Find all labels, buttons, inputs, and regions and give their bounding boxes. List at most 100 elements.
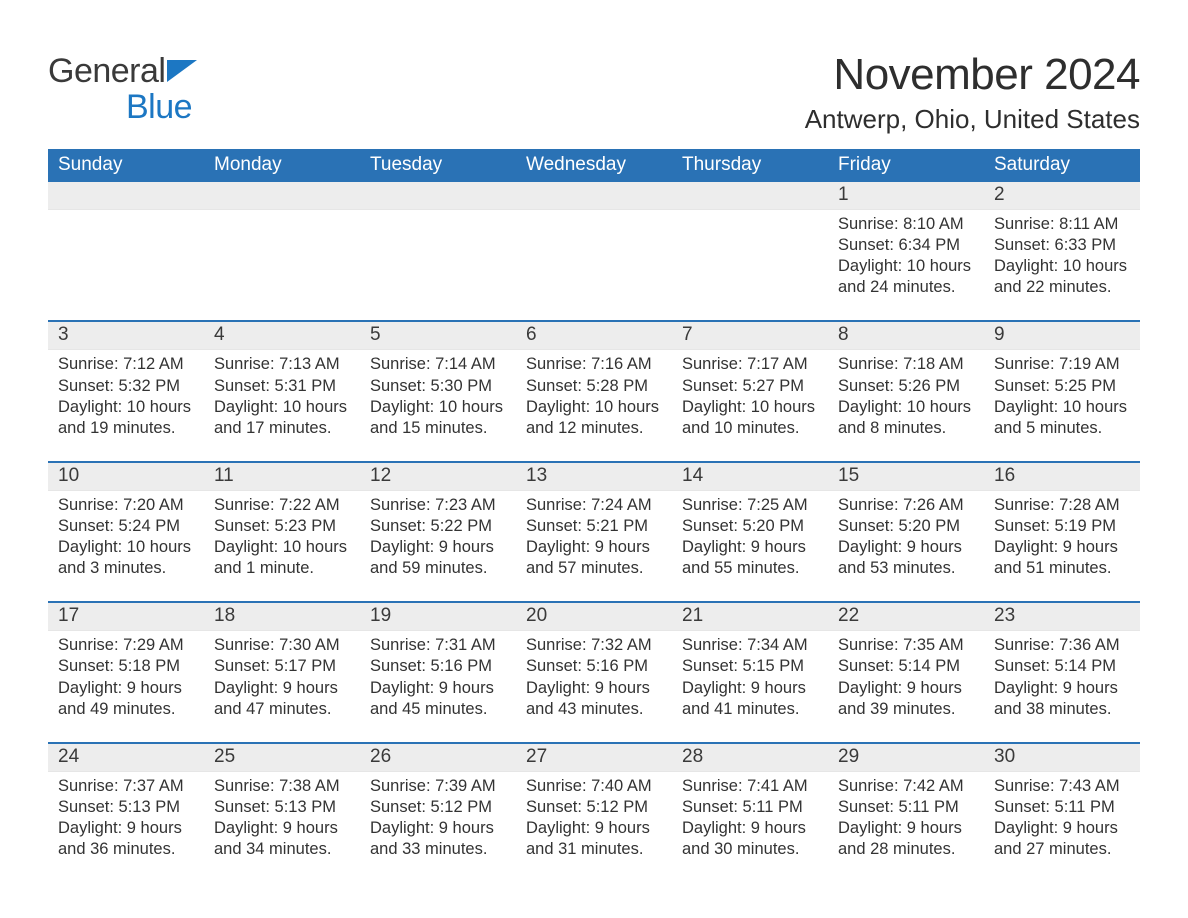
day-number: 30 [984,744,1140,772]
day-number: 24 [48,744,204,772]
sunrise: Sunrise: 7:23 AM [370,495,506,516]
sunset: Sunset: 5:20 PM [838,516,974,537]
calendar-day: 12Sunrise: 7:23 AMSunset: 5:22 PMDayligh… [360,463,516,587]
day-body: Sunrise: 7:23 AMSunset: 5:22 PMDaylight:… [360,491,516,579]
sunset: Sunset: 5:15 PM [682,656,818,677]
daylight: Daylight: 10 hours and 22 minutes. [994,256,1130,298]
title-block: November 2024 Antwerp, Ohio, United Stat… [805,32,1140,135]
calendar-day [204,182,360,306]
sunset: Sunset: 5:18 PM [58,656,194,677]
sunrise: Sunrise: 7:28 AM [994,495,1130,516]
sunrise: Sunrise: 7:32 AM [526,635,662,656]
sunrise: Sunrise: 7:35 AM [838,635,974,656]
day-number: 10 [48,463,204,491]
sunset: Sunset: 5:28 PM [526,376,662,397]
daylight: Daylight: 10 hours and 5 minutes. [994,397,1130,439]
day-number: 21 [672,603,828,631]
day-body: Sunrise: 7:12 AMSunset: 5:32 PMDaylight:… [48,350,204,438]
calendar-day: 21Sunrise: 7:34 AMSunset: 5:15 PMDayligh… [672,603,828,727]
daylight: Daylight: 10 hours and 17 minutes. [214,397,350,439]
day-number: 13 [516,463,672,491]
calendar-day: 2Sunrise: 8:11 AMSunset: 6:33 PMDaylight… [984,182,1140,306]
daylight: Daylight: 9 hours and 57 minutes. [526,537,662,579]
day-number: 22 [828,603,984,631]
calendar-day: 1Sunrise: 8:10 AMSunset: 6:34 PMDaylight… [828,182,984,306]
calendar-day: 20Sunrise: 7:32 AMSunset: 5:16 PMDayligh… [516,603,672,727]
calendar-week: 3Sunrise: 7:12 AMSunset: 5:32 PMDaylight… [48,320,1140,446]
calendar-day: 19Sunrise: 7:31 AMSunset: 5:16 PMDayligh… [360,603,516,727]
calendar-day: 3Sunrise: 7:12 AMSunset: 5:32 PMDaylight… [48,322,204,446]
calendar-body: 1Sunrise: 8:10 AMSunset: 6:34 PMDaylight… [48,182,1140,868]
sunrise: Sunrise: 7:26 AM [838,495,974,516]
sunrise: Sunrise: 7:20 AM [58,495,194,516]
day-number: 28 [672,744,828,772]
calendar-day: 9Sunrise: 7:19 AMSunset: 5:25 PMDaylight… [984,322,1140,446]
day-body: Sunrise: 7:36 AMSunset: 5:14 PMDaylight:… [984,631,1140,719]
daylight: Daylight: 9 hours and 39 minutes. [838,678,974,720]
logo-word1: General [48,52,165,90]
daylight: Daylight: 10 hours and 1 minute. [214,537,350,579]
daylight: Daylight: 9 hours and 41 minutes. [682,678,818,720]
day-body: Sunrise: 7:17 AMSunset: 5:27 PMDaylight:… [672,350,828,438]
sunset: Sunset: 5:16 PM [370,656,506,677]
day-number [672,182,828,210]
sunset: Sunset: 5:22 PM [370,516,506,537]
logo: General Blue [48,32,197,125]
day-body [516,210,672,214]
day-number: 3 [48,322,204,350]
sunset: Sunset: 5:24 PM [58,516,194,537]
calendar-day: 16Sunrise: 7:28 AMSunset: 5:19 PMDayligh… [984,463,1140,587]
day-body: Sunrise: 7:41 AMSunset: 5:11 PMDaylight:… [672,772,828,860]
sunset: Sunset: 5:13 PM [58,797,194,818]
sunset: Sunset: 6:33 PM [994,235,1130,256]
sunset: Sunset: 5:32 PM [58,376,194,397]
calendar-week: 17Sunrise: 7:29 AMSunset: 5:18 PMDayligh… [48,601,1140,727]
header-wednesday: Wednesday [516,149,672,182]
sunset: Sunset: 5:13 PM [214,797,350,818]
page-title: November 2024 [805,50,1140,100]
day-number [48,182,204,210]
day-body: Sunrise: 7:32 AMSunset: 5:16 PMDaylight:… [516,631,672,719]
header-tuesday: Tuesday [360,149,516,182]
calendar-day: 13Sunrise: 7:24 AMSunset: 5:21 PMDayligh… [516,463,672,587]
calendar-week: 1Sunrise: 8:10 AMSunset: 6:34 PMDaylight… [48,182,1140,306]
calendar-day: 25Sunrise: 7:38 AMSunset: 5:13 PMDayligh… [204,744,360,868]
day-body: Sunrise: 7:24 AMSunset: 5:21 PMDaylight:… [516,491,672,579]
calendar-day: 14Sunrise: 7:25 AMSunset: 5:20 PMDayligh… [672,463,828,587]
daylight: Daylight: 9 hours and 38 minutes. [994,678,1130,720]
calendar-day: 6Sunrise: 7:16 AMSunset: 5:28 PMDaylight… [516,322,672,446]
daylight: Daylight: 9 hours and 33 minutes. [370,818,506,860]
day-body: Sunrise: 7:34 AMSunset: 5:15 PMDaylight:… [672,631,828,719]
daylight: Daylight: 10 hours and 3 minutes. [58,537,194,579]
sunset: Sunset: 5:12 PM [370,797,506,818]
day-number: 26 [360,744,516,772]
header-saturday: Saturday [984,149,1140,182]
calendar-day [516,182,672,306]
day-body: Sunrise: 8:11 AMSunset: 6:33 PMDaylight:… [984,210,1140,298]
daylight: Daylight: 10 hours and 8 minutes. [838,397,974,439]
day-number [360,182,516,210]
sunset: Sunset: 5:25 PM [994,376,1130,397]
day-body: Sunrise: 7:40 AMSunset: 5:12 PMDaylight:… [516,772,672,860]
calendar-week: 10Sunrise: 7:20 AMSunset: 5:24 PMDayligh… [48,461,1140,587]
sunset: Sunset: 5:31 PM [214,376,350,397]
daylight: Daylight: 9 hours and 28 minutes. [838,818,974,860]
daylight: Daylight: 9 hours and 27 minutes. [994,818,1130,860]
day-number: 11 [204,463,360,491]
calendar-day [48,182,204,306]
day-body: Sunrise: 7:30 AMSunset: 5:17 PMDaylight:… [204,631,360,719]
day-number: 6 [516,322,672,350]
sunset: Sunset: 5:27 PM [682,376,818,397]
calendar-day: 22Sunrise: 7:35 AMSunset: 5:14 PMDayligh… [828,603,984,727]
sunset: Sunset: 5:21 PM [526,516,662,537]
page: General Blue November 2024 Antwerp, Ohio… [0,0,1188,888]
day-body: Sunrise: 7:31 AMSunset: 5:16 PMDaylight:… [360,631,516,719]
sunrise: Sunrise: 7:19 AM [994,354,1130,375]
day-body: Sunrise: 7:29 AMSunset: 5:18 PMDaylight:… [48,631,204,719]
day-number: 16 [984,463,1140,491]
calendar: Sunday Monday Tuesday Wednesday Thursday… [48,149,1140,868]
daylight: Daylight: 10 hours and 24 minutes. [838,256,974,298]
calendar-day: 4Sunrise: 7:13 AMSunset: 5:31 PMDaylight… [204,322,360,446]
sunrise: Sunrise: 7:40 AM [526,776,662,797]
day-body: Sunrise: 7:35 AMSunset: 5:14 PMDaylight:… [828,631,984,719]
